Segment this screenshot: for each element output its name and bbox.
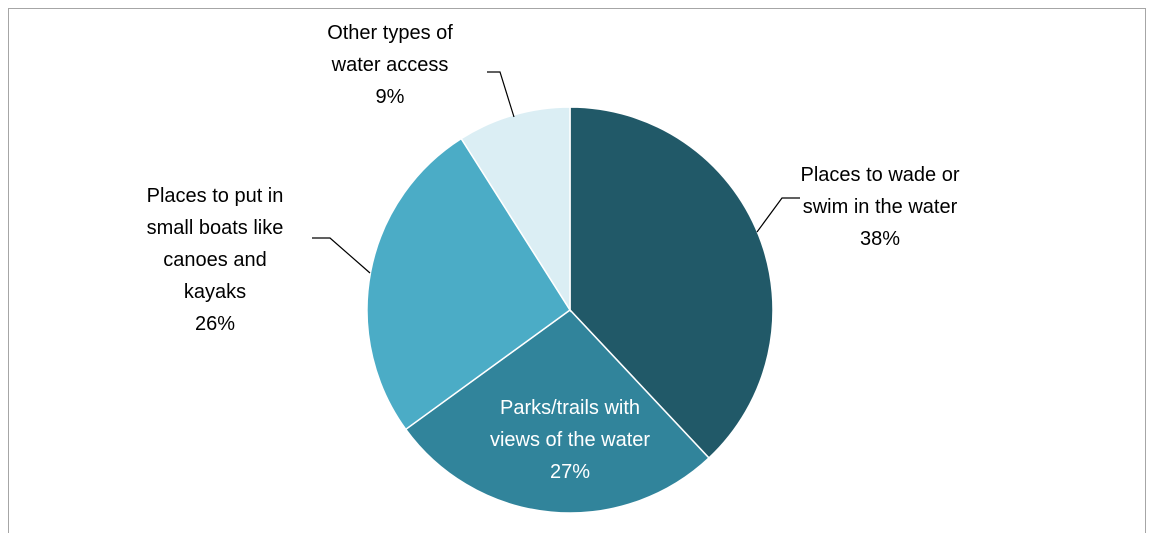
chart-frame [8,8,1146,533]
pie-slice [404,309,711,514]
category-label: Places to put in small boats like canoes… [146,185,284,303]
slice-label: Other types of water access 9% [327,17,453,113]
value-label: 26% [194,313,236,335]
leader-line [487,71,515,118]
slice-label: Places to wade or swim in the water 38% [801,159,960,255]
slice-label: Places to put in small boats like canoes… [147,180,284,340]
leader-line [756,197,800,233]
pie-slice [366,137,572,431]
value-label: 38% [859,228,901,250]
pie-slice [569,106,774,460]
value-label: 27% [549,461,591,483]
category-label: Parks/trails with views of the water [489,397,651,451]
category-label: Other types of water access [327,22,453,76]
value-label: 9% [375,86,405,108]
pie [366,106,774,514]
leader-line [312,237,371,274]
slice-label: Parks/trails with views of the water 27% [490,392,650,488]
category-label: Places to wade or swim in the water [800,164,960,218]
